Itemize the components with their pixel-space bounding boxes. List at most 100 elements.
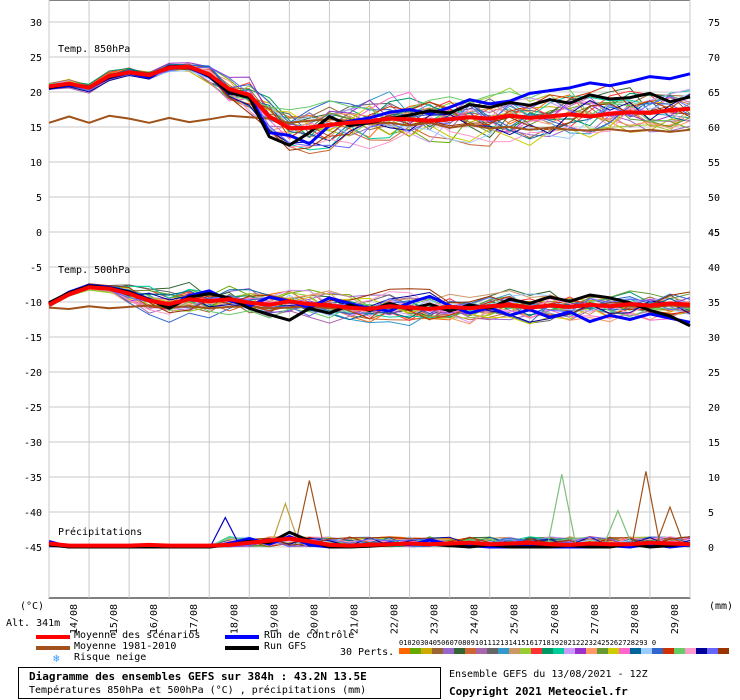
perturbation-swatch xyxy=(696,648,707,654)
perturbation-swatch xyxy=(553,648,564,654)
left-tick-500: -10 xyxy=(24,298,42,309)
left-tick-850: 5 xyxy=(36,193,42,204)
copyright: Copyright 2021 Meteociel.fr xyxy=(449,685,628,698)
right-tick-850: 65 xyxy=(708,88,720,99)
perturbation-swatch xyxy=(531,648,542,654)
legend-control-run-swatch xyxy=(225,635,259,639)
right-tick-850: 70 xyxy=(708,53,720,64)
legend-control-run-label: Run de contrôle xyxy=(264,630,355,641)
legend-mean-scenarios-label: Moyenne des scénarios xyxy=(74,630,201,641)
left-tick-850: 10 xyxy=(30,158,42,169)
left-tick-500: -5 xyxy=(30,263,42,274)
right-tick-850: 50 xyxy=(708,193,720,204)
left-tick-500: -25 xyxy=(24,403,42,414)
perturbation-swatch xyxy=(619,648,630,654)
x-tick-label: 23/08 xyxy=(430,604,441,634)
snowflake-icon: ❄ xyxy=(53,652,60,665)
precip-peak xyxy=(603,509,633,546)
perturbation-swatch xyxy=(641,648,652,654)
x-tick-label: 20/08 xyxy=(309,604,320,634)
left-tick-500: -30 xyxy=(24,438,42,449)
perturbation-swatch xyxy=(509,648,520,654)
perturbations-label: 30 Perts. xyxy=(340,647,395,658)
perturbation-swatch xyxy=(487,648,498,654)
series-line-500 xyxy=(48,285,691,311)
precip-peak xyxy=(655,505,685,546)
right-tick-500: 10 xyxy=(708,473,720,484)
right-axis-unit: (mm) xyxy=(709,601,734,612)
left-tick-850: 15 xyxy=(30,123,42,134)
perturbation-swatch xyxy=(421,648,432,654)
left-tick-850: 30 xyxy=(30,18,42,29)
perturbation-swatch xyxy=(410,648,421,654)
precip-peak xyxy=(547,474,577,546)
perturbation-swatch xyxy=(476,648,487,654)
right-tick-500: 0 xyxy=(708,543,714,554)
series-line-precip xyxy=(48,536,691,548)
perturbation-swatch xyxy=(443,648,454,654)
x-tick-label: 19/08 xyxy=(269,604,280,634)
perturbation-swatch xyxy=(575,648,586,654)
perturbation-swatch xyxy=(718,648,729,654)
perturbation-swatch xyxy=(597,648,608,654)
legend-mean-scenarios-swatch xyxy=(36,635,70,639)
right-tick-500: 5 xyxy=(708,508,714,519)
left-tick-500: -15 xyxy=(24,333,42,344)
x-tick-label: 29/08 xyxy=(670,604,681,634)
altitude-label: Alt. 341m xyxy=(6,618,61,629)
perturbation-swatch xyxy=(465,648,476,654)
right-tick-850: 75 xyxy=(708,18,720,29)
series-line-850 xyxy=(48,64,691,131)
legend-gfs-run-label: Run GFS xyxy=(264,641,307,652)
perturbation-line-500 xyxy=(48,287,691,325)
x-tick-label: 14/08 xyxy=(69,604,80,634)
run-info: Ensemble GEFS du 13/08/2021 - 12Z xyxy=(449,669,648,680)
right-tick-850: 45 xyxy=(708,228,720,239)
perturbation-swatch xyxy=(707,648,718,654)
perturbation-swatch xyxy=(520,648,531,654)
left-tick-850: 25 xyxy=(30,53,42,64)
right-tick-500: 25 xyxy=(708,368,720,379)
x-tick-label: 22/08 xyxy=(390,604,401,634)
perturbation-swatch xyxy=(674,648,685,654)
x-tick-label: 21/08 xyxy=(349,604,360,634)
perturbation-line-500 xyxy=(48,285,691,320)
perturbation-swatches xyxy=(399,648,729,654)
x-tick-label: 28/08 xyxy=(630,604,641,634)
legend-snow-risk-label: Risque neige xyxy=(74,652,147,663)
left-axis-unit: (°C) xyxy=(20,601,45,612)
right-tick-500: 20 xyxy=(708,403,720,414)
precip-peak xyxy=(270,501,300,546)
left-tick-500: -20 xyxy=(24,368,42,379)
right-tick-500: 45 xyxy=(708,228,720,239)
perturbation-swatch xyxy=(630,648,641,654)
x-tick-label: 17/08 xyxy=(189,604,200,634)
precip-peak xyxy=(631,471,661,546)
precip-peak xyxy=(210,516,240,546)
x-tick-label: 26/08 xyxy=(550,604,561,634)
left-tick-850: 20 xyxy=(30,88,42,99)
perturbation-swatch xyxy=(498,648,509,654)
right-tick-850: 60 xyxy=(708,123,720,134)
title-precip: Précipitations xyxy=(58,526,142,538)
x-tick-label: 16/08 xyxy=(149,604,160,634)
right-tick-500: 40 xyxy=(708,263,720,274)
perturbation-swatch xyxy=(663,648,674,654)
perturbation-swatch xyxy=(652,648,663,654)
right-tick-500: 30 xyxy=(708,333,720,344)
x-tick-label: 27/08 xyxy=(590,604,601,634)
perturbation-swatch xyxy=(432,648,443,654)
legend-gfs-run-swatch xyxy=(225,646,259,650)
precip-peak xyxy=(294,480,325,546)
perturbation-swatch xyxy=(454,648,465,654)
legend-climatology-label: Moyenne 1981-2010 xyxy=(74,641,177,652)
right-tick-500: 15 xyxy=(708,438,720,449)
left-tick-500: -40 xyxy=(24,508,42,519)
footer-subtitle: Températures 850hPa et 500hPa (°C) , pré… xyxy=(29,685,367,696)
left-tick-500: -45 xyxy=(24,543,42,554)
title-500: Temp. 500hPa xyxy=(58,265,130,276)
x-tick-label: 15/08 xyxy=(109,604,120,634)
x-tick-label: 18/08 xyxy=(229,604,240,634)
legend-climatology-swatch xyxy=(36,646,70,650)
footer-box: Diagramme des ensembles GEFS sur 384h : … xyxy=(18,667,441,699)
